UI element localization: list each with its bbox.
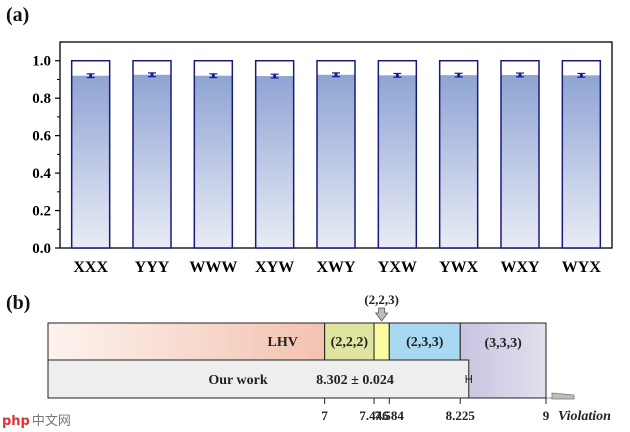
watermark: php 中文网 bbox=[2, 410, 71, 429]
bar-outline bbox=[132, 59, 172, 249]
watermark-logo: php bbox=[2, 414, 30, 429]
data-point bbox=[150, 73, 154, 77]
axis-tick-label: 7.584 bbox=[375, 408, 405, 423]
panel-b-label: (b) bbox=[6, 292, 31, 314]
callout-arrow-icon bbox=[374, 307, 389, 322]
x-tick-label: WWW bbox=[189, 259, 237, 276]
axis-arrow-icon bbox=[551, 392, 575, 400]
data-point bbox=[518, 73, 522, 77]
bar-outline bbox=[193, 59, 234, 249]
data-point bbox=[395, 73, 399, 77]
y-tick-label: 0.4 bbox=[32, 166, 51, 182]
axis-tick-label: 7.446 bbox=[359, 408, 389, 423]
axis-tick-label: 8.225 bbox=[446, 408, 476, 423]
x-tick-label: YYY bbox=[135, 259, 170, 276]
bar-fill bbox=[71, 75, 110, 248]
bar-outline bbox=[500, 59, 540, 249]
x-tick-label: WYX bbox=[562, 259, 602, 276]
y-tick-label: 0.8 bbox=[32, 91, 51, 107]
result-bar bbox=[47, 359, 470, 399]
bar-fill bbox=[378, 75, 417, 248]
bar-fill bbox=[255, 76, 294, 248]
x-tick-label: XXX bbox=[73, 259, 108, 276]
bar-outline bbox=[254, 59, 295, 249]
data-point bbox=[89, 74, 93, 78]
watermark-text: 中文网 bbox=[31, 414, 71, 429]
y-tick-label: 0.0 bbox=[32, 241, 51, 257]
segment-label: (3,3,3) bbox=[484, 336, 522, 351]
x-tick-label: YXW bbox=[378, 259, 417, 276]
axis-tick-label: 7 bbox=[321, 408, 328, 423]
x-tick-label: XYW bbox=[255, 259, 294, 276]
axis-tick-label: 9 bbox=[543, 408, 550, 423]
segment-label: (2,2,2) bbox=[331, 335, 369, 350]
range-segment bbox=[388, 322, 461, 361]
bar-outline bbox=[438, 59, 479, 249]
result-name: Our work bbox=[208, 373, 267, 388]
bar-outline bbox=[316, 59, 356, 249]
bar-fill bbox=[439, 75, 478, 248]
bar-fill bbox=[562, 75, 601, 248]
result-value: 8.302 ± 0.024 bbox=[316, 373, 394, 388]
panel-a-label: (a) bbox=[6, 4, 30, 26]
data-point bbox=[579, 73, 583, 77]
x-tick-label: WXY bbox=[500, 259, 540, 276]
y-tick-label: 1.0 bbox=[32, 54, 51, 70]
data-point bbox=[273, 74, 277, 78]
violation-range-chart: LHV (2,2,2) (2,3,3) (3,3,3) Our work 8.302 ± … bbox=[47, 292, 611, 424]
bar-chart: 0.0 0.2 0.4 0.6 0.8 1.0 XXX YYY WWW XYW XWY YXW YWX W… bbox=[32, 41, 613, 276]
data-point bbox=[457, 73, 461, 77]
x-tick-label: XWY bbox=[316, 259, 356, 276]
callout-label: (2,2,3) bbox=[364, 292, 399, 307]
range-segment bbox=[324, 322, 375, 361]
segment-label: LHV bbox=[267, 335, 297, 350]
data-point bbox=[211, 74, 215, 78]
axis-label: Violation bbox=[558, 409, 611, 424]
bar-fill bbox=[501, 74, 539, 249]
data-point bbox=[334, 73, 338, 77]
bar-outline bbox=[377, 59, 418, 249]
range-segment bbox=[47, 322, 326, 361]
bar-outline bbox=[561, 59, 602, 249]
x-tick-label: YWX bbox=[439, 259, 479, 276]
bar-fill bbox=[133, 74, 171, 248]
y-tick-label: 0.6 bbox=[32, 129, 51, 145]
y-tick-label: 0.2 bbox=[32, 204, 51, 220]
bar-fill bbox=[317, 74, 355, 248]
segment-label: (2,3,3) bbox=[406, 335, 444, 350]
range-segment bbox=[373, 322, 390, 361]
bar-outline bbox=[70, 59, 111, 249]
bar-fill bbox=[194, 75, 233, 248]
range-segment bbox=[459, 322, 547, 399]
